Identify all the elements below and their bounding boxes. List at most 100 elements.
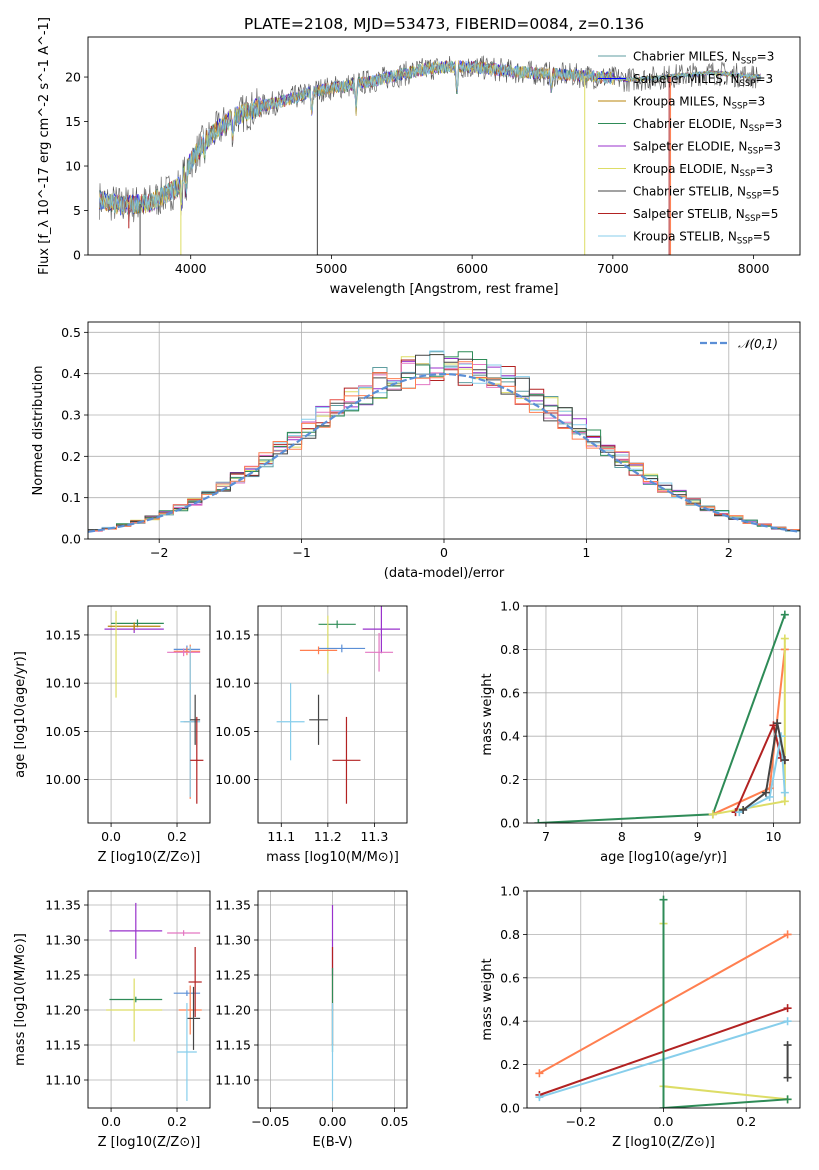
weight-marker	[659, 1104, 668, 1108]
x-tick-label: 0.05	[381, 1114, 409, 1129]
x-tick-label: 0.0	[101, 1114, 121, 1129]
y-tick-label: 0.0	[61, 532, 81, 547]
y-tick-label: 0	[73, 248, 81, 263]
x-tick-label: 11.3	[360, 829, 388, 844]
data-point	[365, 633, 394, 672]
plot-area	[88, 350, 800, 533]
axes-frame	[87, 605, 211, 824]
weight-marker	[708, 810, 717, 819]
x-tick-label: −0.05	[251, 1114, 289, 1129]
y-tick-label: 10.00	[45, 772, 81, 787]
weight-marker	[761, 788, 770, 797]
x-axis-label: mass [log10(M/M⊙)]	[266, 850, 399, 865]
weight-marker	[534, 819, 543, 823]
weight-marker	[765, 792, 774, 801]
data-point	[188, 947, 202, 1017]
weight-marker	[780, 788, 789, 797]
y-tick-label: 0.4	[500, 729, 520, 744]
y-tick-label: 10.15	[215, 627, 251, 642]
axes-frame	[526, 890, 801, 1109]
weight-marker	[535, 1069, 544, 1078]
legend-entry: Kroupa MILES, NSSP=3	[633, 95, 765, 112]
weight-line	[742, 723, 786, 811]
plot-area	[99, 55, 761, 255]
x-axis-label: age [log10(age/yr)]	[600, 850, 727, 865]
y-axis-label: Normed distribution	[31, 366, 46, 496]
weight-marker	[780, 756, 789, 765]
x-axis-label: Z [log10(Z/Z⊙)]	[98, 850, 201, 865]
y-tick-label: 0.2	[500, 1057, 520, 1072]
y-tick-label: 11.15	[45, 1038, 81, 1053]
weight-marker	[659, 895, 668, 904]
y-tick-label: 11.25	[45, 968, 81, 983]
subplot-6: 0.0 0.2 11.10 11.15 11.20 11.25 11.30 11.35 Z [l…	[13, 890, 211, 1150]
legend-entry: Salpeter MILES, NSSP=3	[633, 72, 773, 89]
plot-area	[534, 610, 789, 823]
weight-marker	[773, 719, 782, 728]
y-tick-label: 20	[65, 70, 81, 85]
x-tick-label: 8000	[738, 261, 770, 276]
y-tick-label: 0.6	[500, 970, 520, 985]
data-point	[109, 996, 163, 1003]
x-axis-label: Z [log10(Z/Z⊙)]	[98, 1135, 201, 1150]
x-tick-label: −2	[150, 545, 168, 560]
weight-marker	[783, 930, 792, 939]
weight-line	[662, 923, 788, 1101]
axes-frame	[257, 890, 408, 1109]
y-tick-label: 10.10	[215, 676, 251, 691]
weight-marker	[783, 1095, 792, 1104]
x-tick-label: 0	[440, 545, 448, 560]
y-tick-label: 11.30	[215, 933, 251, 948]
weight-line	[662, 899, 788, 1108]
spectrum-line	[99, 60, 761, 216]
subplot-4: 11.1 11.2 11.3 10.00 10.05 10.10 10.15 mass [lo…	[215, 605, 408, 865]
y-tick-label: 0.4	[61, 366, 81, 381]
y-tick-label: 10.10	[45, 676, 81, 691]
x-tick-label: 0.00	[319, 1114, 347, 1129]
y-tick-label: 15	[65, 114, 81, 129]
data-point	[362, 606, 401, 654]
x-tick-label: 8	[618, 829, 626, 844]
y-tick-label: 11.20	[45, 1003, 81, 1018]
data-point	[332, 716, 361, 804]
y-tick-label: 1.0	[500, 599, 520, 614]
x-axis-label: wavelength [Angstrom, rest frame]	[330, 282, 559, 297]
y-tick-label: 0.8	[500, 927, 520, 942]
y-tick-label: 11.20	[215, 1003, 251, 1018]
axes-frame	[526, 605, 801, 824]
axes-frame	[87, 36, 801, 256]
data-point	[167, 930, 201, 936]
y-tick-label: 0.2	[61, 449, 81, 464]
legend-entry: Salpeter ELODIE, NSSP=3	[633, 140, 781, 157]
y-axis-label: mass weight	[480, 673, 495, 755]
plot-area	[535, 895, 792, 1108]
y-tick-label: 11.35	[215, 898, 251, 913]
x-tick-label: −1	[292, 545, 310, 560]
data-point	[173, 990, 201, 996]
weight-marker	[780, 634, 789, 643]
histogram-step	[88, 354, 800, 532]
y-tick-label: 0.2	[500, 772, 520, 787]
y-tick-label: 11.25	[215, 968, 251, 983]
weight-marker	[783, 1073, 792, 1082]
x-tick-label: 2	[725, 545, 733, 560]
weight-marker	[780, 610, 789, 619]
y-tick-label: 0.0	[500, 816, 520, 831]
chart-title: PLATE=2108, MJD=53473, FIBERID=0084, z=0…	[244, 15, 644, 33]
legend-entry: Chabrier ELODIE, NSSP=3	[633, 117, 782, 134]
plot-area	[276, 606, 401, 804]
y-tick-label: 5	[73, 203, 81, 218]
weight-marker	[783, 1041, 792, 1050]
x-tick-label: 0.0	[101, 829, 121, 844]
y-tick-label: 0.6	[500, 685, 520, 700]
legend: Chabrier MILES, NSSP=3 Salpeter MILES, NS…	[598, 50, 782, 247]
weight-marker	[783, 1017, 792, 1026]
y-tick-label: 0.8	[500, 642, 520, 657]
y-tick-label: 0.0	[500, 1101, 520, 1116]
x-tick-label: 11.1	[267, 829, 295, 844]
y-tick-label: 1.0	[500, 884, 520, 899]
y-axis-label: Flux [f_λ 10^-17 erg cm^-2 s^-1 A^-1]	[37, 17, 52, 275]
y-axis-label: mass weight	[480, 958, 495, 1040]
data-point	[276, 683, 305, 761]
